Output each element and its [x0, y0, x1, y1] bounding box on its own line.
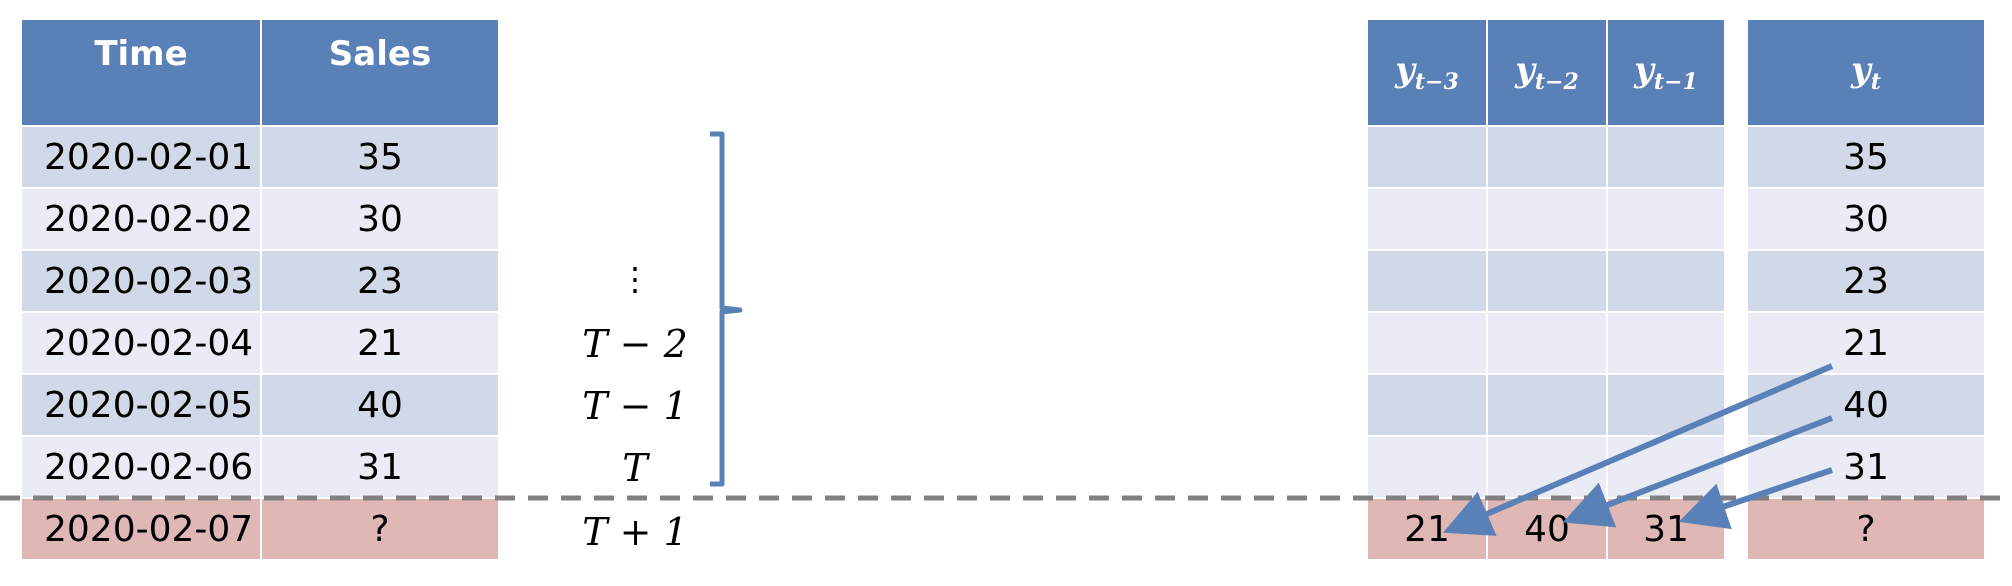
time-cell: 2020-02-05 — [22, 375, 262, 437]
table-row: 2020-02-01 35 — [22, 127, 500, 189]
table-row: 40 — [1748, 375, 1986, 437]
time-cell: 2020-02-02 — [22, 189, 262, 251]
lag-3-header: yt−3 — [1368, 20, 1488, 127]
lag-cell — [1488, 127, 1608, 189]
table-row: 31 — [1748, 437, 1986, 499]
lag-cell — [1368, 313, 1488, 375]
table-row: 35 — [1748, 127, 1986, 189]
lag-3-header-sub: t−3 — [1414, 68, 1459, 95]
lag-cell — [1488, 251, 1608, 313]
lag-cell — [1368, 127, 1488, 189]
lag-2-header-base: y — [1515, 50, 1535, 91]
lag-1-forecast-cell: 31 — [1608, 499, 1726, 561]
right-brace-icon — [710, 131, 743, 487]
sales-cell: 40 — [262, 375, 500, 437]
lag-cell — [1368, 437, 1488, 499]
time-cell: 2020-02-03 — [22, 251, 262, 313]
lag-2-header: yt−2 — [1488, 20, 1608, 127]
ellipsis-label: ⋮ — [619, 260, 651, 298]
lag-3-header-base: y — [1395, 50, 1415, 91]
forecast-time-cell: 2020-02-07 — [22, 499, 262, 561]
target-cell: 40 — [1748, 375, 1986, 437]
table-row — [1368, 251, 1726, 313]
lag-cell — [1608, 313, 1726, 375]
time-cell: 2020-02-01 — [22, 127, 262, 189]
lag-cell — [1608, 375, 1726, 437]
lag-cell — [1368, 189, 1488, 251]
target-table: yt 35 30 23 21 40 31 ? — [1748, 20, 1986, 561]
lag-features-table: yt−3 yt−2 yt−1 21 40 31 — [1368, 20, 1726, 561]
target-cell: 21 — [1748, 313, 1986, 375]
index-t: T — [622, 446, 648, 490]
table-row: 2020-02-02 30 — [22, 189, 500, 251]
table-row: 23 — [1748, 251, 1986, 313]
time-column-header: Time — [22, 20, 262, 127]
sales-cell: 21 — [262, 313, 500, 375]
forecast-row: 2020-02-07 ? — [22, 499, 500, 561]
table-row — [1368, 189, 1726, 251]
sales-table-header-row: Time Sales — [22, 20, 500, 127]
arrow-40-to-lag2 — [1562, 415, 1834, 528]
target-cell: 30 — [1748, 189, 1986, 251]
target-table-header-row: yt — [1748, 20, 1986, 127]
target-cell: 31 — [1748, 437, 1986, 499]
lag-cell — [1608, 251, 1726, 313]
target-header-sub: t — [1870, 68, 1881, 95]
table-row: 2020-02-03 23 — [22, 251, 500, 313]
sales-cell: 35 — [262, 127, 500, 189]
lag-2-forecast-cell: 40 — [1488, 499, 1608, 561]
sales-cell: 30 — [262, 189, 500, 251]
table-row — [1368, 127, 1726, 189]
lag-cell — [1488, 375, 1608, 437]
lag-table-header-row: yt−3 yt−2 yt−1 — [1368, 20, 1726, 127]
lag-cell — [1608, 189, 1726, 251]
lag-2-header-sub: t−2 — [1534, 68, 1579, 95]
time-cell: 2020-02-04 — [22, 313, 262, 375]
sales-cell: 31 — [262, 437, 500, 499]
index-t-minus-2: T − 2 — [582, 322, 688, 366]
target-header-base: y — [1851, 50, 1871, 91]
lag-cell — [1608, 127, 1726, 189]
sales-table: Time Sales 2020-02-01 35 2020-02-02 30 2… — [22, 20, 500, 561]
sales-cell: 23 — [262, 251, 500, 313]
lag-cell — [1488, 189, 1608, 251]
table-row: 2020-02-05 40 — [22, 375, 500, 437]
lag-1-header-base: y — [1634, 50, 1654, 91]
table-row — [1368, 375, 1726, 437]
lag-cell — [1488, 313, 1608, 375]
forecast-sales-cell: ? — [262, 499, 500, 561]
sales-column-header: Sales — [262, 20, 500, 127]
table-row — [1368, 313, 1726, 375]
table-row: 30 — [1748, 189, 1986, 251]
lag-1-header: yt−1 — [1608, 20, 1726, 127]
index-t-plus-1: T + 1 — [582, 510, 688, 554]
target-forecast-row: ? — [1748, 499, 1986, 561]
table-row: 21 — [1748, 313, 1986, 375]
target-cell: 23 — [1748, 251, 1986, 313]
target-forecast-cell: ? — [1748, 499, 1986, 561]
arrow-21-to-lag3 — [1442, 363, 1834, 536]
target-cell: 35 — [1748, 127, 1986, 189]
lag-cell — [1368, 375, 1488, 437]
lag-cell — [1368, 251, 1488, 313]
target-header: yt — [1748, 20, 1986, 127]
lag-1-header-sub: t−1 — [1653, 68, 1698, 95]
index-t-minus-1: T − 1 — [582, 384, 688, 428]
table-row: 2020-02-04 21 — [22, 313, 500, 375]
arrow-31-to-lag1 — [1678, 467, 1833, 530]
